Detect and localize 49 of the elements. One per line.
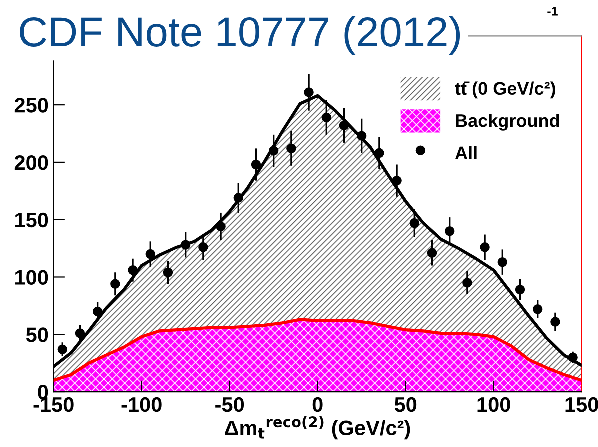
point — [392, 176, 402, 186]
point — [444, 226, 455, 236]
point — [515, 285, 526, 295]
point — [75, 328, 86, 338]
y-tick-label: 0 — [38, 385, 48, 400]
point — [532, 304, 543, 314]
x-tick-label: -150 — [34, 397, 74, 412]
point — [234, 193, 244, 203]
legend-label: All — [455, 146, 477, 160]
point — [410, 218, 420, 228]
point — [92, 306, 103, 317]
point — [322, 112, 332, 123]
x-tick-label: 50 — [394, 397, 417, 412]
x-tick-label: -50 — [216, 397, 244, 412]
point — [146, 249, 156, 260]
y-tick-label: 150 — [16, 212, 48, 228]
point — [286, 144, 296, 154]
point — [251, 160, 262, 170]
point — [110, 279, 120, 289]
point — [498, 257, 508, 268]
point — [216, 222, 226, 232]
x-tick-label: 100 — [478, 397, 510, 412]
point — [374, 148, 384, 158]
x-tick-label: 150 — [566, 397, 598, 412]
point — [480, 242, 490, 252]
x-tick-label: -100 — [122, 397, 162, 412]
point — [339, 120, 350, 131]
point — [58, 344, 68, 354]
y-tick-label: 50 — [26, 328, 48, 342]
point — [427, 248, 438, 258]
point — [462, 278, 472, 288]
point — [268, 146, 279, 156]
x-tick-label: 0 — [312, 397, 323, 412]
point — [356, 131, 367, 141]
chart-title: CDF Note 10777 (2012) — [20, 16, 460, 56]
y-tick-label: 200 — [14, 155, 48, 170]
point — [198, 242, 208, 252]
point — [304, 88, 314, 98]
point — [550, 317, 560, 327]
point — [568, 352, 578, 362]
y-tick-label: 100 — [16, 270, 48, 285]
y-tick-label: 250 — [14, 98, 48, 113]
legend-label: Background — [456, 114, 560, 131]
point — [128, 265, 138, 276]
text: -1 — [548, 7, 558, 16]
legend-label: tt̄ (0 GeV/c²) — [455, 82, 556, 99]
point — [163, 268, 174, 278]
point — [180, 240, 191, 250]
x-axis-title: Δm$_{t}$$^{reco(2)}$ (GeV/c²) — [225, 416, 410, 440]
